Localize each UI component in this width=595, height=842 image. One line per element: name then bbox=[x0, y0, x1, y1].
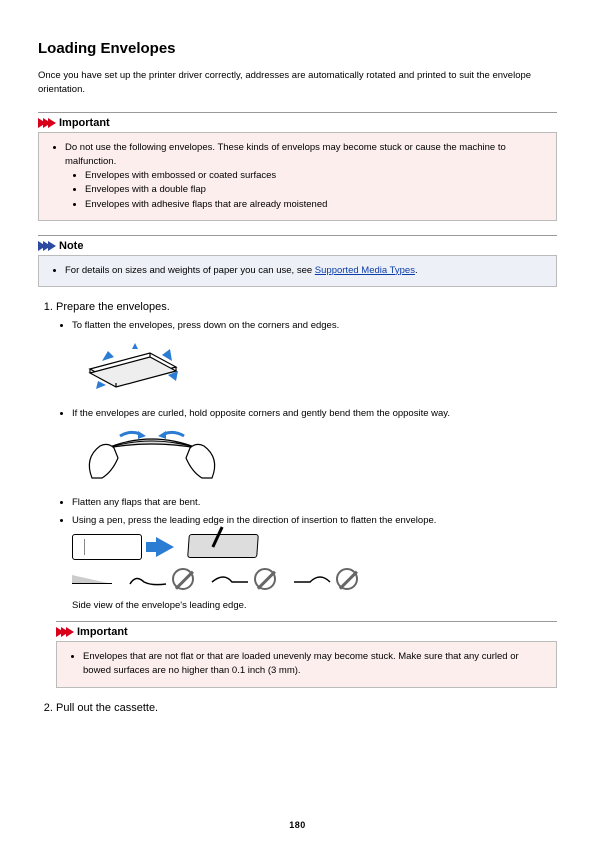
step1-b2: If the envelopes are curled, hold opposi… bbox=[72, 407, 557, 421]
prohibit-icon bbox=[336, 568, 358, 590]
note-box: For details on sizes and weights of pape… bbox=[38, 255, 557, 287]
supported-media-link[interactable]: Supported Media Types bbox=[315, 265, 415, 276]
sideview-caption: Side view of the envelope's leading edge… bbox=[72, 600, 557, 611]
chevron-right-icon bbox=[38, 241, 53, 251]
sideview-curl-icon bbox=[292, 572, 332, 586]
note-label: Note bbox=[59, 240, 83, 252]
prohibit-icon bbox=[254, 568, 276, 590]
note-header: Note bbox=[38, 235, 557, 252]
envelope-pen-icon bbox=[188, 534, 258, 560]
arrow-right-icon bbox=[156, 537, 174, 557]
important-item: Envelopes with a double flap bbox=[85, 183, 546, 197]
step1-b3: Flatten any flaps that are bent. bbox=[72, 496, 557, 510]
sideview-curl-icon bbox=[210, 572, 250, 586]
important-label: Important bbox=[77, 626, 128, 638]
steps-list: Prepare the envelopes. To flatten the en… bbox=[38, 301, 557, 714]
illustration-flatten bbox=[72, 339, 557, 397]
important-callout-1: Important Do not use the following envel… bbox=[38, 112, 557, 221]
important-box: Envelopes that are not flat or that are … bbox=[56, 641, 557, 688]
step-1-title: Prepare the envelopes. bbox=[56, 301, 557, 313]
important-callout-2: Important Envelopes that are not flat or… bbox=[56, 621, 557, 688]
illustration-pen-press bbox=[72, 534, 557, 590]
note-suffix: . bbox=[415, 265, 418, 276]
step1-b1: To flatten the envelopes, press down on … bbox=[72, 319, 557, 333]
note-prefix: For details on sizes and weights of pape… bbox=[65, 265, 315, 276]
step-2-title: Pull out the cassette. bbox=[56, 702, 557, 714]
note-callout: Note For details on sizes and weights of… bbox=[38, 235, 557, 287]
sideview-ok-icon bbox=[72, 574, 112, 584]
sideview-curl-icon bbox=[128, 572, 168, 586]
intro-text: Once you have set up the printer driver … bbox=[38, 69, 557, 98]
page-title: Loading Envelopes bbox=[38, 40, 557, 57]
envelope-icon bbox=[72, 534, 142, 560]
chevron-right-icon bbox=[56, 627, 71, 637]
important-box: Do not use the following envelopes. Thes… bbox=[38, 132, 557, 221]
important-header: Important bbox=[38, 112, 557, 129]
important-lead: Do not use the following envelopes. Thes… bbox=[65, 141, 546, 170]
step-1: Prepare the envelopes. To flatten the en… bbox=[56, 301, 557, 688]
important-item: Envelopes with embossed or coated surfac… bbox=[85, 169, 546, 183]
important-item: Envelopes with adhesive flaps that are a… bbox=[85, 198, 546, 212]
page-number: 180 bbox=[0, 820, 595, 830]
important-header: Important bbox=[56, 621, 557, 638]
illustration-uncurl bbox=[72, 428, 557, 486]
prohibit-icon bbox=[172, 568, 194, 590]
important-text: Envelopes that are not flat or that are … bbox=[83, 650, 546, 679]
step1-b4: Using a pen, press the leading edge in t… bbox=[72, 514, 557, 528]
important-label: Important bbox=[59, 117, 110, 129]
chevron-right-icon bbox=[38, 118, 53, 128]
note-item: For details on sizes and weights of pape… bbox=[65, 264, 546, 278]
step-2: Pull out the cassette. bbox=[56, 702, 557, 714]
